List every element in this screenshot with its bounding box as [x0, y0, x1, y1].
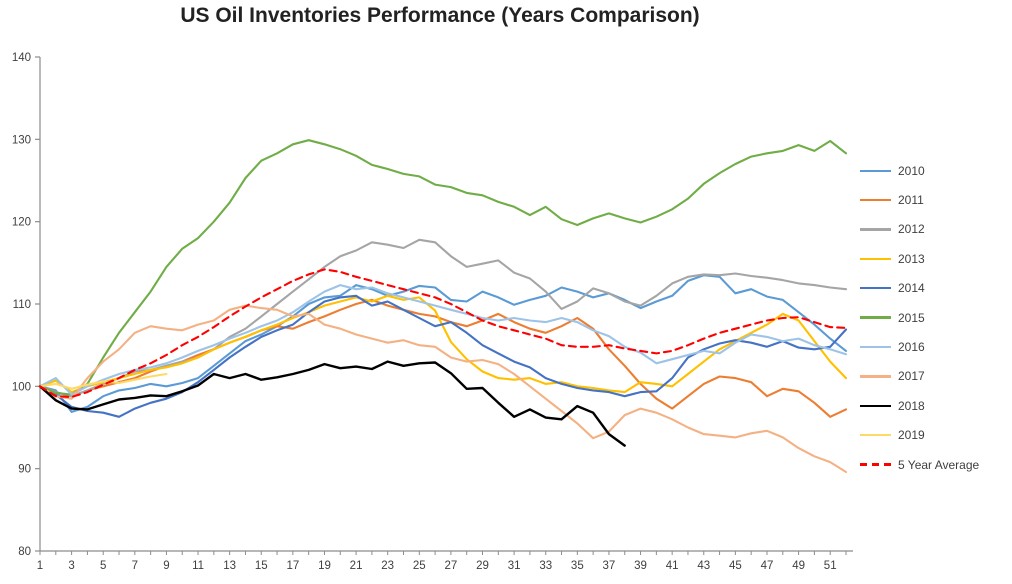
x-tick-label: 25	[413, 560, 426, 572]
legend-label-2014: 2014	[898, 281, 925, 296]
x-tick-label: 45	[729, 560, 742, 572]
y-tick-label: 90	[18, 464, 31, 476]
x-tick-label: 7	[132, 560, 138, 572]
legend-label-2013: 2013	[898, 251, 925, 266]
x-tick-label: 21	[350, 560, 363, 572]
legend-label-2010: 2010	[898, 163, 925, 178]
legend-label-2019: 2019	[898, 428, 925, 443]
x-tick-label: 31	[508, 560, 521, 572]
series-line-2019	[38, 372, 168, 390]
legend-item-2017: 2017	[860, 362, 979, 391]
x-tick-label: 49	[792, 560, 805, 572]
x-tick-label: 43	[697, 560, 710, 572]
x-tick-label: 27	[445, 560, 458, 572]
x-tick-label: 39	[634, 560, 647, 572]
x-tick-label: 3	[68, 560, 74, 572]
legend-swatch-2013	[860, 257, 891, 261]
legend-swatch-2018	[860, 404, 891, 408]
y-tick-label: 110	[13, 299, 31, 311]
x-tick-label: 19	[318, 560, 331, 572]
x-tick-label: 17	[286, 560, 299, 572]
y-tick-label: 130	[12, 134, 31, 146]
series-line-2017	[38, 304, 848, 474]
legend-swatch-2012	[860, 228, 891, 231]
x-tick-label: 1	[37, 560, 43, 572]
legend-item-2015: 2015	[860, 303, 979, 332]
chart-title: US Oil Inventories Performance (Years Co…	[180, 4, 700, 27]
series-line-2015	[38, 139, 848, 396]
legend-swatch-5-year-average	[860, 463, 891, 467]
legend-swatch-2017	[860, 375, 891, 378]
legend-item-2012: 2012	[860, 215, 979, 244]
x-tick-label: 47	[761, 560, 774, 572]
legend-swatch-2019	[860, 434, 891, 437]
legend-label-2017: 2017	[898, 369, 925, 384]
x-tick-label: 33	[539, 560, 552, 572]
legend-item-2018: 2018	[860, 391, 979, 420]
x-tick-label: 37	[603, 560, 616, 572]
legend-swatch-2015	[860, 316, 891, 319]
x-tick-label: 5	[100, 560, 106, 572]
legend-item-2016: 2016	[860, 332, 979, 361]
legend-item-2013: 2013	[860, 244, 979, 273]
x-tick-label: 41	[666, 560, 679, 572]
x-tick-label: 29	[476, 560, 489, 572]
series-line-2010	[38, 274, 848, 413]
x-tick-label: 13	[223, 560, 236, 572]
x-tick-label: 35	[571, 560, 584, 572]
y-tick-label: 140	[12, 52, 31, 64]
legend-label-2018: 2018	[898, 398, 925, 413]
legend-label-2012: 2012	[898, 222, 925, 237]
legend-item-2014: 2014	[860, 274, 979, 303]
legend-swatch-2011	[860, 198, 891, 202]
series-line-2016	[38, 284, 848, 396]
legend-swatch-2014	[860, 287, 891, 290]
legend-label-5-year-average: 5 Year Average	[898, 457, 980, 472]
legend-label-2011: 2011	[898, 193, 924, 208]
series-line-2014	[38, 294, 848, 418]
x-tick-label: 11	[192, 560, 204, 572]
legend-swatch-2016	[860, 345, 891, 349]
y-tick-label: 120	[12, 217, 31, 229]
series-line-2018	[38, 360, 626, 447]
legend-label-2015: 2015	[898, 310, 925, 325]
y-tick-label: 100	[12, 381, 31, 393]
legend-item-2010: 2010	[860, 156, 979, 185]
x-tick-label: 51	[824, 560, 837, 572]
series-line-2012	[38, 238, 848, 398]
x-tick-label: 23	[381, 560, 394, 572]
x-tick-label: 9	[163, 560, 169, 572]
series-line-5-year-average	[38, 268, 848, 399]
x-tick-label: 15	[255, 560, 268, 572]
series-line-2013	[38, 294, 848, 394]
legend-label-2016: 2016	[898, 340, 925, 355]
y-tick-label: 80	[18, 546, 31, 558]
legend-item-2011: 2011	[860, 185, 979, 214]
legend-swatch-2010	[860, 169, 891, 172]
legend-item-2019: 2019	[860, 421, 979, 450]
legend-item-5-year-average: 5 Year Average	[860, 450, 979, 479]
chart-legend: 2010 2011 2012 2013 2014 2015 2016 2017 2018 2019…	[860, 156, 979, 479]
